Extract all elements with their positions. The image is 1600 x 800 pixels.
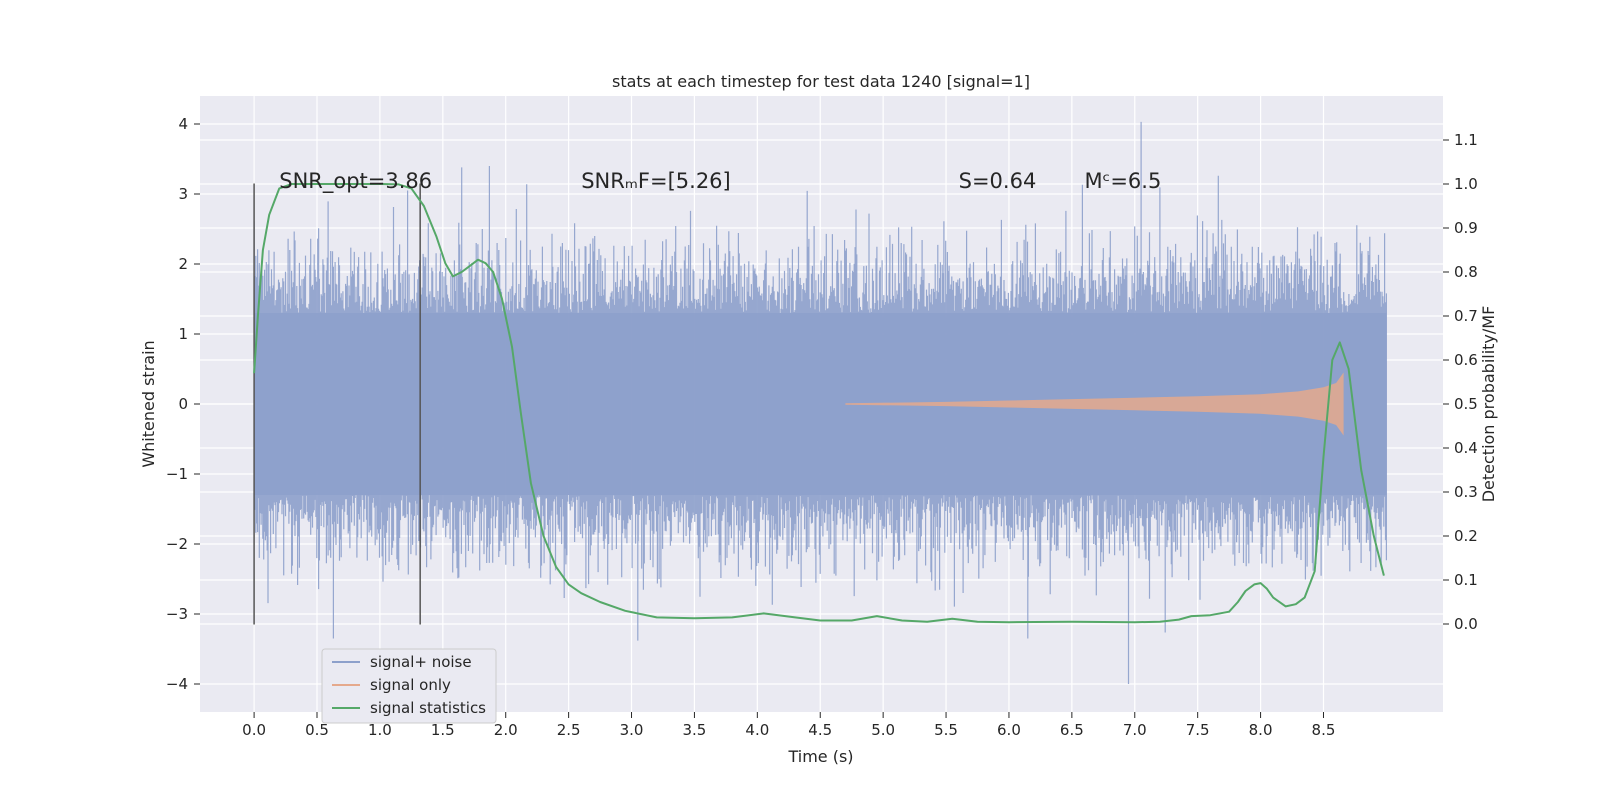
- y-right-axis-ticks: 0.0 0.1 0.2 0.3 0.4 0.5 0.6 0.7 0.8 0.9 1.0 1.1: [1443, 131, 1478, 633]
- signal-statistics-series: [253, 183, 1385, 624]
- y-left-axis-title: Whitened strain: [139, 340, 158, 467]
- y-right-tick-label-8: 0.8: [1454, 263, 1478, 281]
- x-tick-label-8: 4.0: [745, 721, 769, 739]
- x-tick-label-13: 6.5: [1060, 721, 1084, 739]
- x-tick-label-9: 4.5: [808, 721, 832, 739]
- signal-statistics-line: [253, 183, 1385, 624]
- y-left-tick-label-5: 1: [178, 325, 188, 343]
- y-left-tick-label-4: 0: [178, 395, 188, 413]
- y-right-tick-label-9: 0.9: [1454, 219, 1478, 237]
- x-axis-title: Time (s): [787, 747, 853, 766]
- y-right-tick-label-1: 0.1: [1454, 571, 1478, 589]
- signal-only-series: [845, 372, 1344, 436]
- y-right-tick-label-4: 0.4: [1454, 439, 1478, 457]
- x-tick-label-0: 0.0: [242, 721, 266, 739]
- annotation-mc-value: Mᶜ=6.5: [1084, 169, 1161, 193]
- vertical-markers: [253, 183, 421, 625]
- y-left-tick-label-1: −3: [166, 605, 188, 623]
- annotation-s-value: S=0.64: [959, 169, 1037, 193]
- x-tick-label-14: 7.0: [1123, 721, 1147, 739]
- x-tick-label-15: 7.5: [1186, 721, 1210, 739]
- legend: signal+ noise signal only signal statist…: [321, 648, 497, 724]
- y-left-tick-label-8: 4: [178, 115, 188, 133]
- y-right-tick-label-0: 0.0: [1454, 615, 1478, 633]
- legend-box: [321, 648, 497, 724]
- x-tick-label-1: 0.5: [305, 721, 329, 739]
- y-left-axis-ticks: −4 −3 −2 −1 0 1 2 3 4: [166, 115, 200, 693]
- signal-only-envelope: [845, 372, 1344, 436]
- annotation-snr-opt: SNR_opt=3.86: [279, 169, 432, 194]
- legend-label-signal-noise: signal+ noise: [370, 653, 472, 671]
- y-left-tick-label-6: 2: [178, 255, 188, 273]
- annotations: SNR_opt=3.86 SNRₘF=[5.26] S=0.64 Mᶜ=6.5: [279, 169, 1161, 194]
- y-left-tick-label-3: −1: [166, 465, 188, 483]
- chart-title: stats at each timestep for test data 124…: [612, 72, 1030, 91]
- x-tick-label-5: 2.5: [557, 721, 581, 739]
- x-tick-label-17: 8.5: [1312, 721, 1336, 739]
- y-right-tick-label-10: 1.0: [1454, 175, 1478, 193]
- x-tick-label-7: 3.5: [683, 721, 707, 739]
- y-right-tick-label-3: 0.3: [1454, 483, 1478, 501]
- x-tick-label-4: 2.0: [494, 721, 518, 739]
- legend-label-signal-only: signal only: [370, 676, 451, 694]
- x-tick-label-11: 5.5: [934, 721, 958, 739]
- y-left-tick-label-2: −2: [166, 535, 188, 553]
- x-axis-ticks: 0.0 0.5 1.0 1.5 2.0 2.5 3.0 3.5 4.0 4.5 5.0 5.5 6.0 6…: [242, 712, 1335, 739]
- annotation-snr-mf: SNRₘF=[5.26]: [581, 169, 731, 193]
- y-right-tick-label-2: 0.2: [1454, 527, 1478, 545]
- y-left-tick-label-0: −4: [166, 675, 188, 693]
- y-right-tick-label-5: 0.5: [1454, 395, 1478, 413]
- x-tick-label-3: 1.5: [431, 721, 455, 739]
- x-tick-label-12: 6.0: [997, 721, 1021, 739]
- y-right-tick-label-6: 0.6: [1454, 351, 1478, 369]
- x-tick-label-6: 3.0: [620, 721, 644, 739]
- y-right-axis-title: Detection probability/MF: [1479, 306, 1498, 503]
- y-left-tick-label-7: 3: [178, 185, 188, 203]
- legend-label-signal-statistics: signal statistics: [370, 699, 486, 717]
- y-right-tick-label-11: 1.1: [1454, 131, 1478, 149]
- x-tick-label-16: 8.0: [1249, 721, 1273, 739]
- y-right-tick-label-7: 0.7: [1454, 307, 1478, 325]
- x-tick-label-10: 5.0: [871, 721, 895, 739]
- x-tick-label-2: 1.0: [368, 721, 392, 739]
